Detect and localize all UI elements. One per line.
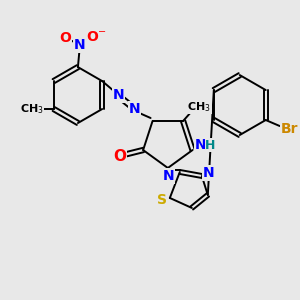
- Text: N: N: [128, 102, 140, 116]
- Text: N: N: [112, 88, 124, 102]
- Text: O: O: [59, 31, 71, 45]
- Text: O: O: [114, 148, 127, 164]
- Text: S: S: [157, 193, 167, 207]
- Text: CH$_3$: CH$_3$: [187, 100, 211, 114]
- Text: O$^{-}$: O$^{-}$: [86, 30, 107, 44]
- Text: N: N: [195, 138, 206, 152]
- Text: H: H: [205, 139, 216, 152]
- Text: N: N: [74, 38, 86, 52]
- Text: N: N: [163, 169, 175, 183]
- Text: Br: Br: [281, 122, 298, 136]
- Text: CH$_3$: CH$_3$: [20, 102, 44, 116]
- Text: N: N: [203, 166, 214, 180]
